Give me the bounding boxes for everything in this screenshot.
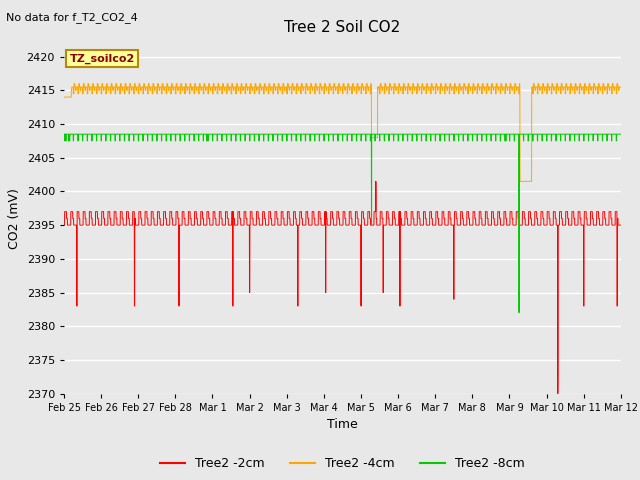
Text: TZ_soilco2: TZ_soilco2 <box>70 54 135 64</box>
Title: Tree 2 Soil CO2: Tree 2 Soil CO2 <box>284 20 401 35</box>
X-axis label: Time: Time <box>327 418 358 431</box>
Y-axis label: CO2 (mV): CO2 (mV) <box>8 188 21 249</box>
Legend: Tree2 -2cm, Tree2 -4cm, Tree2 -8cm: Tree2 -2cm, Tree2 -4cm, Tree2 -8cm <box>156 452 529 475</box>
Text: No data for f_T2_CO2_4: No data for f_T2_CO2_4 <box>6 12 138 23</box>
